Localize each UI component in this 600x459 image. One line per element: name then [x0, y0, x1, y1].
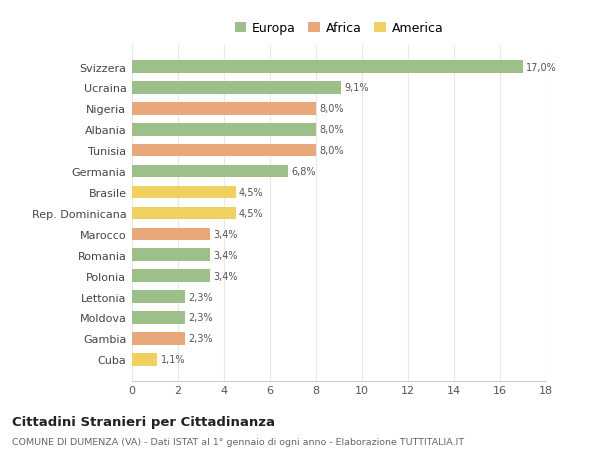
- Text: Cittadini Stranieri per Cittadinanza: Cittadini Stranieri per Cittadinanza: [12, 415, 275, 428]
- Bar: [132, 270, 210, 282]
- Bar: [132, 312, 185, 324]
- Text: 4,5%: 4,5%: [239, 208, 263, 218]
- Bar: [132, 291, 185, 303]
- Text: 1,1%: 1,1%: [161, 354, 185, 364]
- Bar: [132, 61, 523, 73]
- Text: 9,1%: 9,1%: [345, 83, 369, 93]
- Bar: [132, 353, 157, 366]
- Bar: [132, 124, 316, 136]
- Legend: Europa, Africa, America: Europa, Africa, America: [231, 19, 447, 39]
- Bar: [132, 332, 185, 345]
- Text: 4,5%: 4,5%: [239, 188, 263, 197]
- Text: 2,3%: 2,3%: [188, 313, 213, 323]
- Bar: [132, 82, 341, 95]
- Text: 6,8%: 6,8%: [292, 167, 316, 177]
- Bar: [132, 165, 289, 178]
- Bar: [132, 228, 210, 241]
- Text: 17,0%: 17,0%: [526, 62, 557, 73]
- Text: 8,0%: 8,0%: [319, 104, 344, 114]
- Text: 3,4%: 3,4%: [214, 230, 238, 239]
- Bar: [132, 103, 316, 115]
- Text: 2,3%: 2,3%: [188, 292, 213, 302]
- Text: COMUNE DI DUMENZA (VA) - Dati ISTAT al 1° gennaio di ogni anno - Elaborazione TU: COMUNE DI DUMENZA (VA) - Dati ISTAT al 1…: [12, 437, 464, 446]
- Text: 8,0%: 8,0%: [319, 146, 344, 156]
- Bar: [132, 249, 210, 262]
- Text: 8,0%: 8,0%: [319, 125, 344, 135]
- Text: 3,4%: 3,4%: [214, 271, 238, 281]
- Text: 3,4%: 3,4%: [214, 250, 238, 260]
- Bar: [132, 207, 235, 220]
- Bar: [132, 186, 235, 199]
- Text: 2,3%: 2,3%: [188, 334, 213, 344]
- Bar: [132, 145, 316, 157]
